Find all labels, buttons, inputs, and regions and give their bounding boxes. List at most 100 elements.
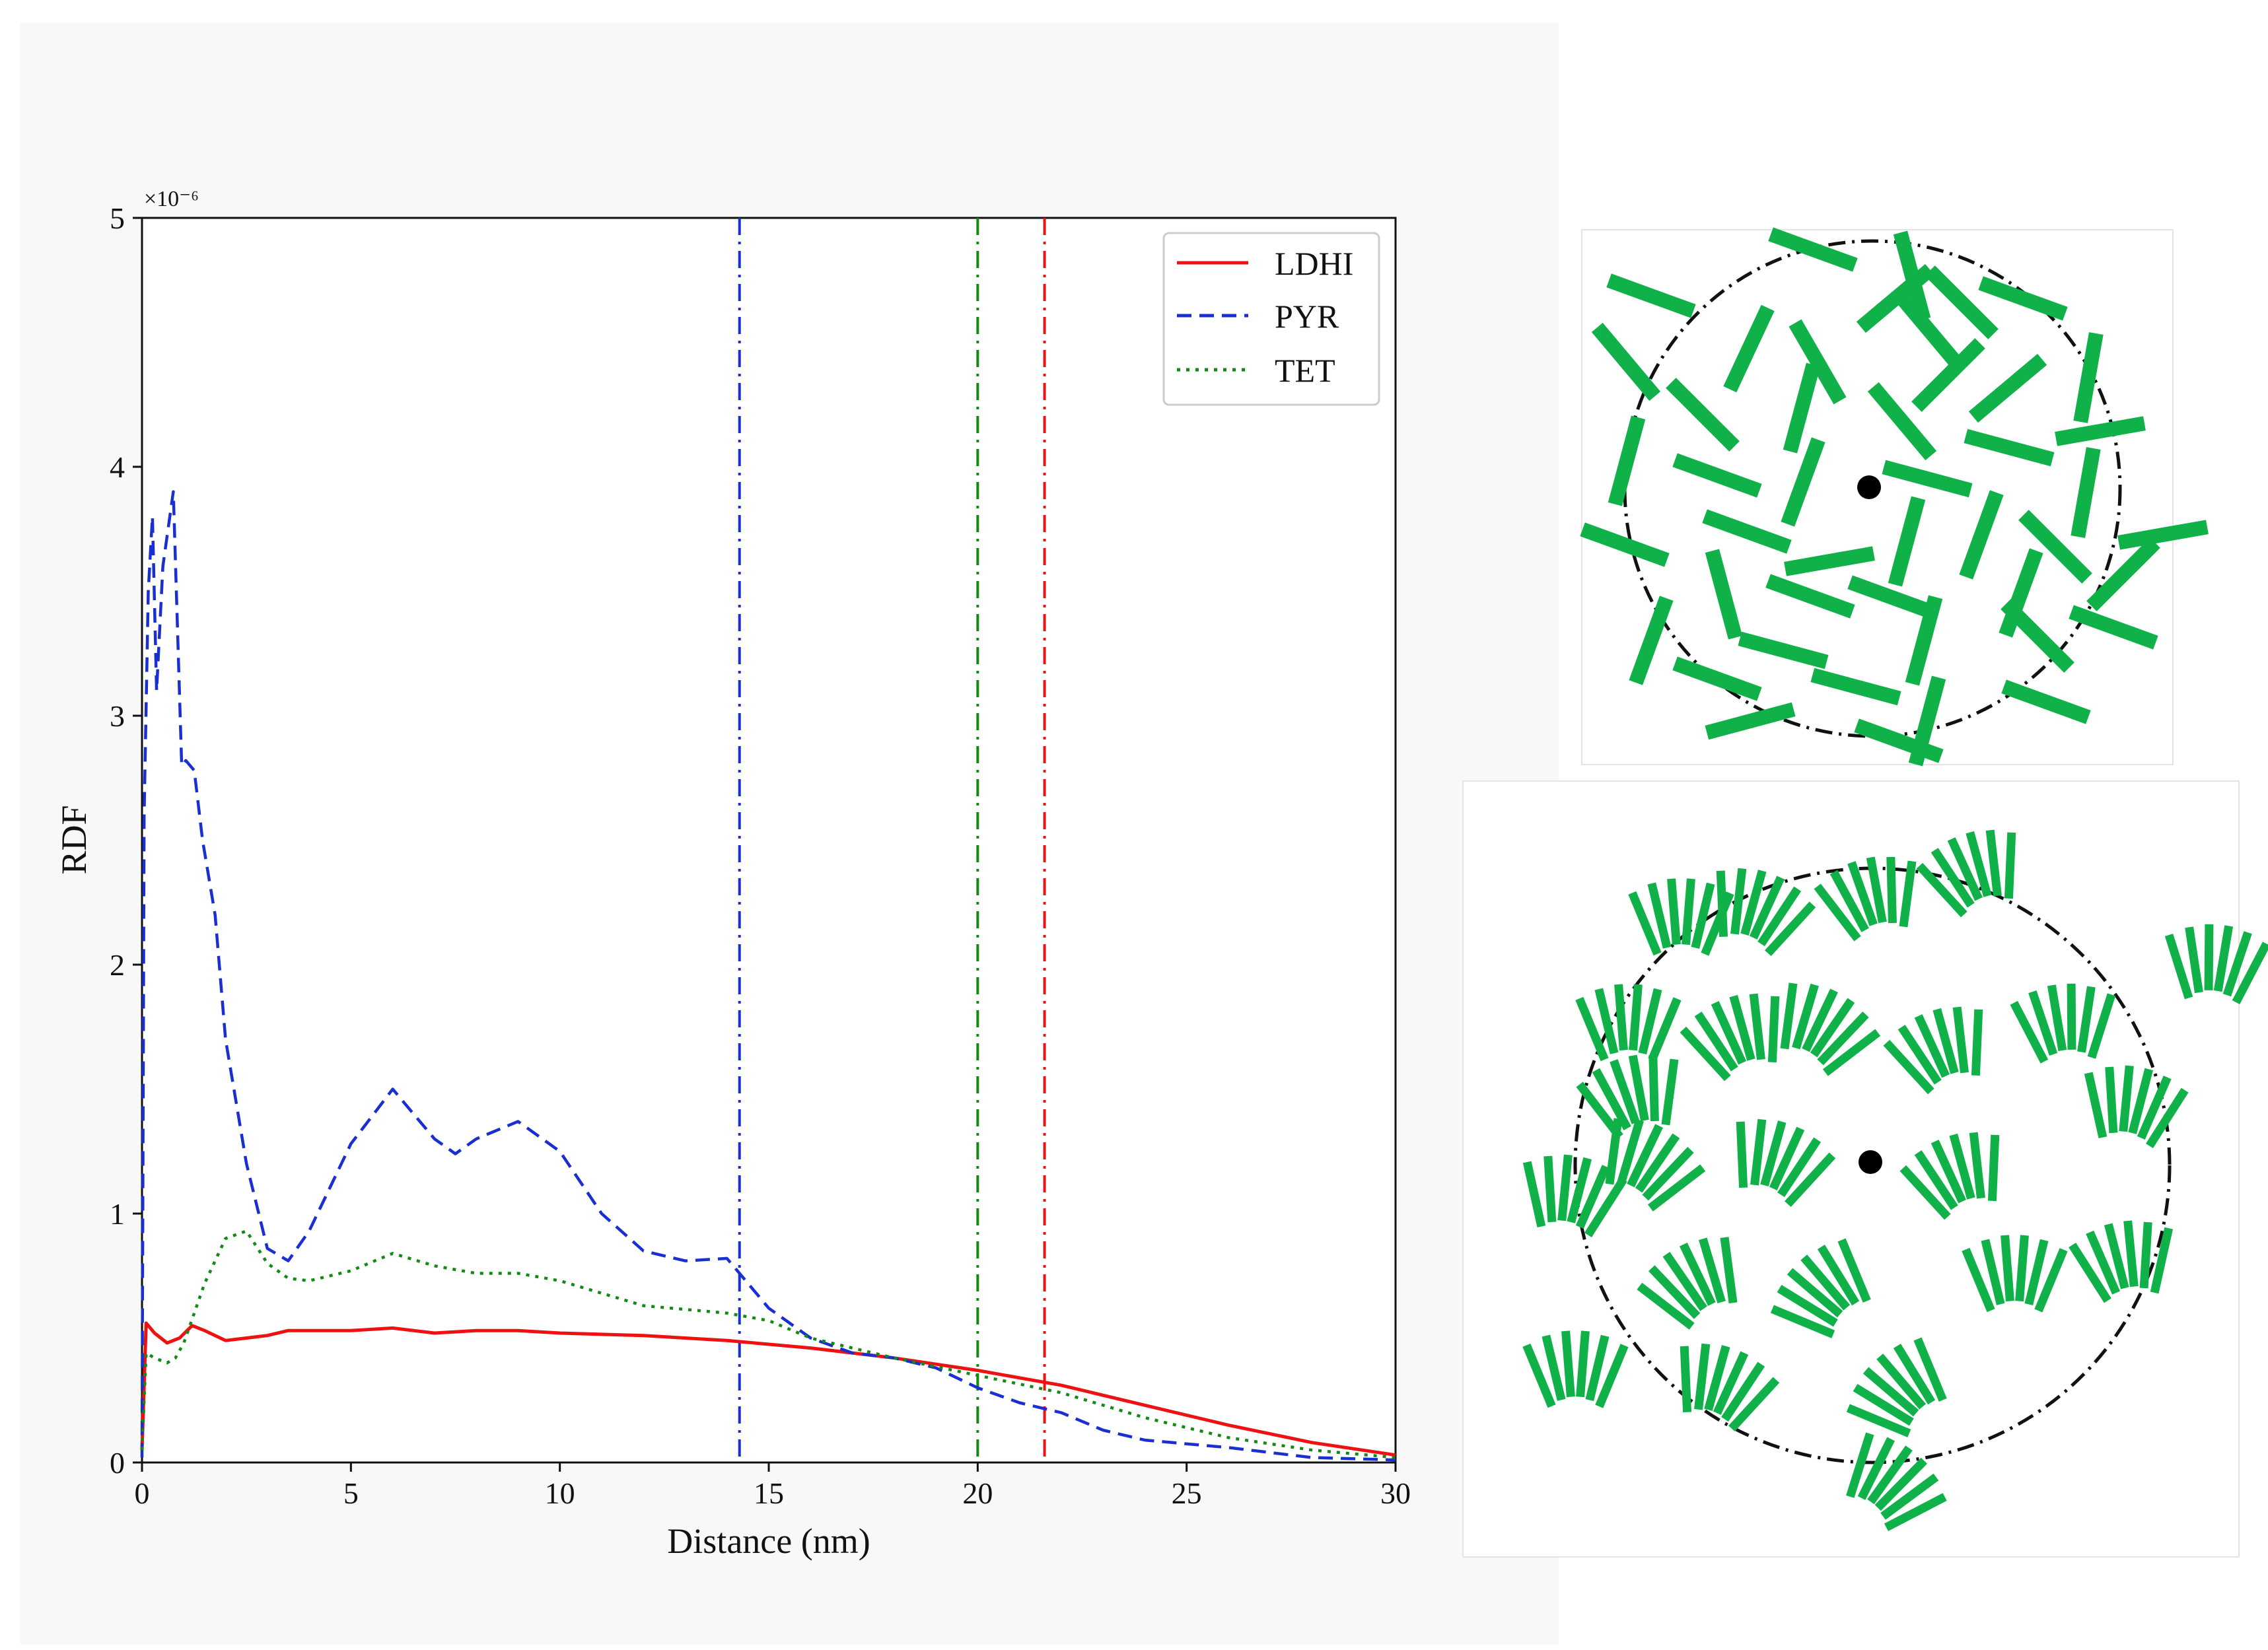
rod: [1905, 595, 1943, 686]
rod-stack: [2010, 983, 2116, 1064]
rod: [1522, 1343, 1556, 1408]
rod: [1591, 322, 1661, 401]
y-tick-label: 5: [110, 201, 125, 235]
rod: [1847, 575, 1937, 620]
rod: [1648, 1265, 1701, 1319]
rod: [1911, 338, 1985, 412]
rod: [1952, 1006, 1969, 1074]
rod: [1959, 490, 2004, 580]
rod: [1914, 1150, 1958, 1210]
rod: [1897, 1025, 1942, 1085]
rod-stack: [1770, 1238, 1871, 1338]
rod: [1522, 1161, 1546, 1228]
rod: [1947, 837, 1983, 901]
rod: [1817, 1011, 1869, 1066]
rod: [1913, 1337, 1947, 1402]
rod: [1987, 1134, 2000, 1202]
rod: [1847, 861, 1878, 926]
rod: [1711, 1001, 1747, 1065]
rod: [2028, 990, 2058, 1056]
y-tick-label: 1: [110, 1197, 125, 1231]
rod-stack: [1716, 868, 1816, 957]
rod: [1792, 983, 1819, 1050]
rod: [2001, 1235, 2014, 1302]
rod: [1647, 882, 1672, 949]
rod: [1617, 1118, 1644, 1185]
rod: [1576, 1330, 1590, 1398]
rod: [1981, 1239, 2005, 1305]
rod: [1557, 1154, 1573, 1221]
rod: [1785, 1152, 1836, 1208]
rod: [1662, 1251, 1707, 1311]
rod: [1822, 1029, 1881, 1076]
rod: [1680, 1346, 1692, 1413]
rod: [1899, 860, 1917, 928]
rod: [1888, 496, 1926, 587]
rod: [1789, 319, 1847, 405]
rod: [1780, 982, 1798, 1050]
rod: [1738, 631, 1829, 670]
rod: [1985, 829, 2002, 897]
rod: [1723, 304, 1775, 393]
rod: [2105, 1066, 2118, 1134]
legend-box: [1162, 232, 1380, 406]
rod: [1949, 1133, 1975, 1200]
rod: [1867, 1445, 1913, 1505]
rod: [1853, 1384, 1914, 1426]
rod: [2069, 1243, 2111, 1303]
rod: [2086, 1230, 2121, 1295]
rod: [1614, 984, 1628, 1051]
rod: [1899, 1165, 1951, 1220]
rod: [1777, 1285, 1838, 1327]
rod-stack: [1846, 1432, 1947, 1532]
series-lines: [140, 490, 1396, 1462]
rod: [2084, 1072, 2108, 1139]
rod: [1705, 702, 1796, 740]
rod: [1896, 292, 1966, 372]
diagram-stacked-arcs: [1462, 780, 2268, 1558]
rod: [1740, 870, 1767, 936]
rod: [1757, 886, 1802, 947]
rod: [1876, 1354, 1927, 1410]
rod: [2034, 1248, 2068, 1313]
rod: [1749, 876, 1785, 940]
rod: [1702, 509, 1792, 554]
rod: [2073, 332, 2104, 423]
rods-top: [1580, 227, 2209, 767]
rod-stack: [2084, 1065, 2189, 1148]
rod: [1814, 883, 1861, 942]
rod: [1679, 1243, 1716, 1306]
rod: [1810, 668, 1901, 706]
rod: [1908, 675, 1946, 767]
x-tick-label: 15: [754, 1476, 784, 1510]
rod-stack: [1575, 984, 1682, 1062]
rod: [1884, 1493, 1947, 1532]
cutoff-lines: [738, 218, 1046, 1462]
rod: [1846, 1432, 1874, 1498]
rod: [1595, 1344, 1629, 1408]
rod: [1672, 656, 1762, 701]
series-line-pyr: [140, 490, 1396, 1462]
rod: [2128, 1068, 2153, 1134]
rod: [1736, 1121, 1748, 1188]
rod: [1784, 546, 1875, 576]
rod: [1635, 1133, 1680, 1193]
rod: [1729, 994, 1755, 1061]
rod: [1846, 1404, 1911, 1437]
rod: [1837, 1238, 1871, 1303]
rod: [1882, 460, 1973, 498]
rod: [2001, 599, 2074, 673]
rod: [1777, 1137, 1822, 1198]
y-tick-label: 2: [110, 948, 125, 982]
rod-stack: [2164, 924, 2268, 1005]
rod-stack: [1916, 829, 2016, 918]
rod: [1705, 549, 1743, 640]
legend-label-pyr: PYR: [1275, 298, 1339, 335]
rod: [1862, 1367, 1919, 1417]
rod-stack: [1680, 1343, 1780, 1432]
rod: [1542, 1334, 1566, 1401]
rod: [1594, 988, 1619, 1054]
x-tick-label: 10: [545, 1476, 575, 1510]
x-tick-label: 5: [343, 1476, 359, 1510]
rod: [2145, 1087, 2189, 1148]
